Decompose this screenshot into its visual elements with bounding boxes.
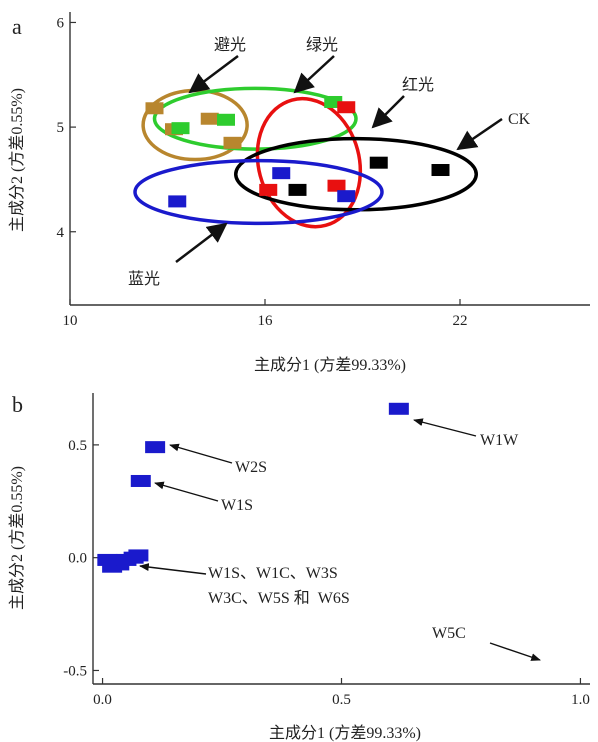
panel-b-ticks: 0.0 0.5 1.0 -0.5 0.0 0.5	[63, 438, 590, 708]
y-tick-label: -0.5	[63, 663, 87, 679]
label-w1s: W1S	[221, 497, 253, 514]
data-point	[130, 474, 151, 487]
label-cluster-line1: W1S、W1C、W3S	[208, 565, 338, 582]
label-w2s: W2S	[235, 459, 267, 476]
data-point	[171, 122, 190, 135]
x-tick-label: 22	[453, 313, 468, 329]
arrow-dark-treatment	[188, 55, 239, 94]
arrow-w1s	[154, 481, 219, 502]
label-cluster-line2: W3C、W5S 和 W6S	[208, 589, 350, 607]
panel-b: b 0.0 0.5 1.0 -0.5 0.0 0.5 W1W W2S W1S W1S、W1…	[8, 392, 590, 742]
arrow-ck	[456, 117, 503, 151]
data-point	[145, 441, 166, 454]
panel-a-letter: a	[12, 14, 22, 39]
data-point	[200, 112, 219, 125]
panel-a-points	[145, 95, 450, 208]
data-point	[369, 156, 388, 169]
data-point	[272, 167, 291, 180]
arrow-blue-light	[175, 222, 228, 263]
label-ck: CK	[508, 111, 531, 128]
label-red-light: 红光	[402, 76, 434, 94]
data-point	[337, 190, 356, 203]
data-point	[259, 183, 278, 196]
label-w1w: W1W	[480, 432, 519, 449]
data-point	[168, 195, 187, 208]
panel-b-letter: b	[12, 392, 23, 417]
confidence-ellipse	[255, 96, 363, 229]
panel-a: a 10 16 22 4 5 6 避光 绿光 红光 CK 蓝光 主成分1 (方差99.33…	[8, 12, 590, 374]
confidence-ellipse	[152, 86, 358, 151]
y-tick-label: 0.5	[68, 438, 87, 454]
y-tick-label: 0.0	[68, 551, 87, 567]
arrow-red-light	[371, 95, 405, 129]
arrow-w2s	[169, 443, 233, 464]
data-point	[327, 179, 346, 192]
x-tick-label: 0.0	[93, 692, 112, 708]
x-tick-label: 0.5	[332, 692, 351, 708]
data-point	[128, 549, 149, 562]
panel-a-y-label: 主成分2 (方差0.55%)	[8, 88, 26, 232]
y-tick-label: 6	[57, 15, 65, 31]
panel-a-x-label: 主成分1 (方差99.33%)	[254, 356, 406, 374]
panel-a-ticks: 10 16 22 4 5 6	[57, 15, 468, 329]
y-tick-label: 5	[57, 120, 65, 136]
data-point	[288, 183, 307, 196]
label-blue-light: 蓝光	[128, 270, 160, 288]
arrow-cluster	[139, 563, 207, 575]
label-w5c: W5C	[432, 625, 466, 642]
x-tick-label: 10	[63, 313, 78, 329]
label-dark-treatment: 避光	[214, 36, 246, 54]
y-tick-label: 4	[57, 225, 65, 241]
panel-b-points	[97, 402, 409, 573]
data-point	[223, 136, 242, 149]
data-point	[145, 102, 164, 115]
x-tick-label: 1.0	[571, 692, 590, 708]
arrow-w1w	[413, 418, 477, 437]
panel-a-ellipses	[133, 86, 478, 229]
arrow-w5c	[489, 642, 541, 661]
panel-b-y-label: 主成分2 (方差0.55%)	[8, 466, 26, 610]
data-point	[388, 402, 409, 415]
data-point	[337, 101, 356, 114]
data-point	[217, 113, 235, 126]
panel-b-x-label: 主成分1 (方差99.33%)	[269, 724, 421, 742]
data-point	[431, 164, 450, 177]
label-green-light: 绿光	[306, 36, 338, 54]
confidence-ellipse	[133, 158, 384, 226]
arrow-green-light	[293, 55, 335, 94]
x-tick-label: 16	[258, 313, 274, 329]
